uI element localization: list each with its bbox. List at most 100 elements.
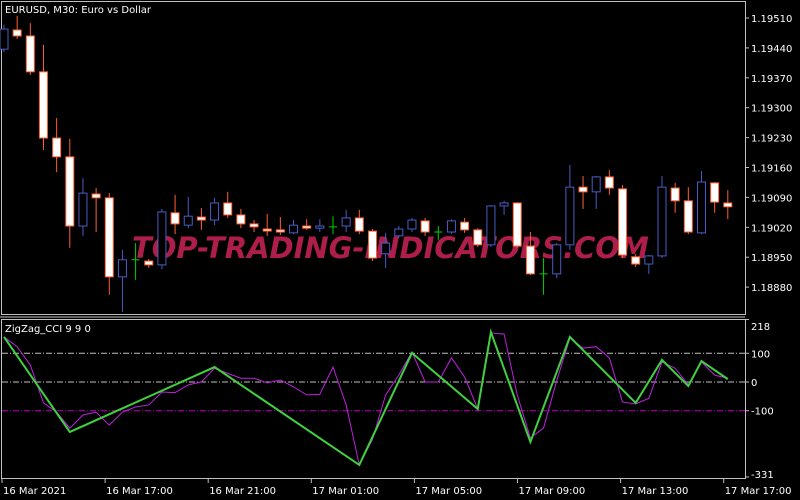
candle	[552, 243, 562, 279]
candle-body	[223, 202, 233, 216]
candle-body	[289, 224, 299, 234]
candle-body	[236, 214, 246, 225]
candle-body	[315, 225, 325, 229]
candle	[302, 219, 312, 230]
candle	[341, 209, 351, 232]
candle-body	[183, 215, 193, 226]
candle	[446, 219, 456, 235]
candle	[65, 138, 75, 248]
candle-body	[157, 211, 167, 266]
candle-body	[657, 186, 667, 257]
candle-body	[341, 217, 351, 227]
candle	[591, 176, 601, 209]
price-tick-label: 1.18950	[751, 253, 792, 264]
candle	[631, 253, 641, 268]
time-axis: 16 Mar 2021 16 Mar 17:00 16 Mar 21:00 17 Ma…	[1, 479, 792, 497]
candle-body	[91, 193, 101, 199]
candle	[381, 232, 391, 268]
candle	[289, 220, 299, 235]
candle-body	[696, 181, 706, 234]
candle	[420, 217, 430, 236]
candle-body	[578, 186, 588, 193]
candle	[394, 226, 404, 238]
candle-body	[12, 29, 22, 37]
time-tick-label: 17 Mar 09:00	[519, 486, 586, 497]
candle	[52, 117, 62, 173]
indicator-tick-label: -331	[751, 470, 774, 481]
indicator-tick-label: 100	[751, 349, 770, 360]
candle-body	[144, 260, 154, 266]
candle	[525, 231, 535, 276]
candle	[78, 178, 88, 236]
time-tick-label: 17 Mar 17:00	[725, 486, 792, 497]
candle-body	[25, 35, 35, 73]
candle-body	[275, 229, 285, 233]
candle-body	[196, 216, 206, 221]
price-tick-label: 1.19440	[751, 44, 792, 55]
candle-body	[683, 200, 693, 233]
candle-body	[486, 205, 496, 246]
candle	[657, 176, 667, 259]
price-tick-label: 1.19090	[751, 193, 792, 204]
candle	[723, 190, 733, 220]
candle-body	[473, 229, 483, 246]
candle	[460, 217, 470, 233]
time-tick-label: 17 Mar 01:00	[312, 486, 379, 497]
indicator-title: ZigZag_CCI 9 9 0	[5, 324, 91, 335]
candle-body	[618, 188, 628, 256]
candle-body	[367, 230, 377, 259]
candle	[236, 208, 246, 229]
candle	[249, 220, 259, 232]
candle	[25, 23, 35, 75]
candle-body	[591, 176, 601, 193]
price-panel[interactable]: TOP-TRADING-INDICATORS.COM 1.19510 1.1944…	[0, 1, 792, 315]
candle	[486, 205, 496, 247]
time-tick-label: 17 Mar 13:00	[622, 486, 689, 497]
candle	[104, 193, 114, 295]
candle	[131, 243, 140, 280]
candle-body	[78, 192, 88, 227]
candle-body	[512, 202, 522, 247]
time-tick-label: 16 Mar 17:00	[106, 486, 173, 497]
candle-body	[38, 71, 48, 139]
price-tick-label: 1.19230	[751, 134, 792, 145]
candle	[223, 191, 233, 218]
candle-body	[604, 176, 614, 189]
candle-body	[381, 242, 391, 255]
price-tick-label: 1.19370	[751, 74, 792, 85]
candle	[565, 164, 575, 250]
indicator-panel-border	[1, 319, 746, 479]
price-axis: 1.19510 1.19440 1.19370 1.19300 1.19230 1.191…	[745, 14, 792, 294]
candle	[710, 182, 720, 213]
candle-body	[354, 217, 364, 232]
candle-body	[170, 212, 180, 225]
candle	[183, 196, 193, 229]
candle-body	[210, 202, 220, 221]
candle	[144, 258, 154, 268]
price-tick-label: 1.19300	[751, 104, 792, 115]
zigzag-line	[3, 328, 729, 467]
candle	[367, 229, 377, 262]
indicator-tick-label: 218	[751, 322, 770, 333]
candle	[434, 226, 443, 241]
candle-body	[52, 137, 62, 158]
indicator-panel[interactable]: 218 100 0 -100 -331 ZigZag_CCI 9 9 0	[1, 318, 774, 481]
candle	[644, 255, 654, 274]
candle	[170, 194, 180, 235]
indicator-tick-label: 0	[751, 378, 757, 389]
candle	[473, 228, 483, 247]
candle-body	[460, 221, 470, 231]
candle-body	[104, 197, 114, 278]
candle-body	[0, 28, 9, 50]
chart-title: EURUSD, M30: Euro vs Dollar	[5, 5, 152, 16]
candle-body	[499, 202, 509, 207]
candle	[618, 185, 628, 259]
candle-body	[446, 220, 456, 233]
candle	[38, 44, 48, 150]
candle	[275, 217, 285, 235]
price-tick-label: 1.19020	[751, 223, 792, 234]
candle-body	[249, 223, 259, 228]
time-tick-label: 16 Mar 2021	[3, 486, 66, 497]
